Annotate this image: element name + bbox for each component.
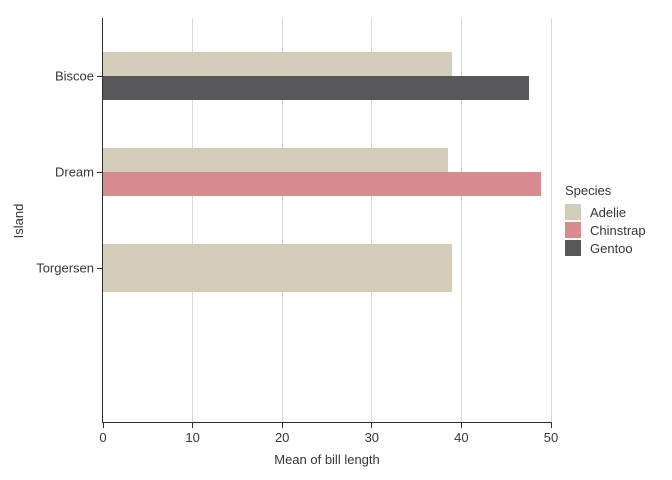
y-tick-dream <box>97 171 102 173</box>
y-axis-title: Island <box>11 203 26 239</box>
x-tick-30 <box>371 423 373 428</box>
legend-label-chinstrap: Chinstrap <box>590 222 646 238</box>
x-tick-label-50: 50 <box>543 430 559 445</box>
bar-biscoe-gentoo <box>103 75 529 100</box>
x-tick-label-40: 40 <box>454 430 469 445</box>
y-tick-biscoe <box>97 75 102 77</box>
gridline-x-40 <box>460 18 462 422</box>
plot-panel <box>103 18 552 422</box>
x-axis-title: Mean of bill length <box>274 452 380 467</box>
y-tick-torgersen <box>97 268 102 270</box>
bar-dream-adelie <box>103 147 448 172</box>
x-tick-label-0: 0 <box>99 430 107 445</box>
x-tick-10 <box>192 423 194 428</box>
x-tick-0 <box>102 423 104 428</box>
x-axis-line <box>102 422 552 423</box>
y-axis-line <box>102 18 103 422</box>
x-tick-label-10: 10 <box>185 430 200 445</box>
legend: Species Adelie Chinstrap Gentoo <box>565 183 646 258</box>
x-tick-40 <box>460 423 462 428</box>
gridline-x-20 <box>281 18 283 422</box>
legend-label-adelie: Adelie <box>590 204 627 220</box>
y-tick-label-biscoe: Biscoe <box>54 68 94 84</box>
legend-swatch-chinstrap <box>565 222 581 238</box>
bar-torgersen-adelie <box>103 244 452 293</box>
legend-items: Adelie Chinstrap Gentoo <box>565 204 646 256</box>
legend-item-chinstrap: Chinstrap <box>565 222 646 238</box>
x-tick-20 <box>281 423 283 428</box>
bar-dream-chinstrap <box>103 171 541 196</box>
y-tick-label-dream: Dream <box>54 164 94 180</box>
legend-title: Species <box>565 183 612 198</box>
x-tick-label-20: 20 <box>274 430 290 445</box>
y-tick-label-torgersen: Torgersen <box>36 260 94 276</box>
legend-swatch-gentoo <box>565 240 581 256</box>
legend-swatch-adelie <box>565 204 581 220</box>
x-tick-label-30: 30 <box>364 430 380 445</box>
legend-label-gentoo: Gentoo <box>590 240 633 256</box>
legend-item-gentoo: Gentoo <box>565 240 646 256</box>
gridline-x-50 <box>550 18 552 422</box>
x-tick-50 <box>550 423 552 428</box>
legend-item-adelie: Adelie <box>565 204 646 220</box>
gridline-x-30 <box>371 18 373 422</box>
bar-biscoe-adelie <box>103 51 453 76</box>
gridline-x-10 <box>192 18 194 422</box>
